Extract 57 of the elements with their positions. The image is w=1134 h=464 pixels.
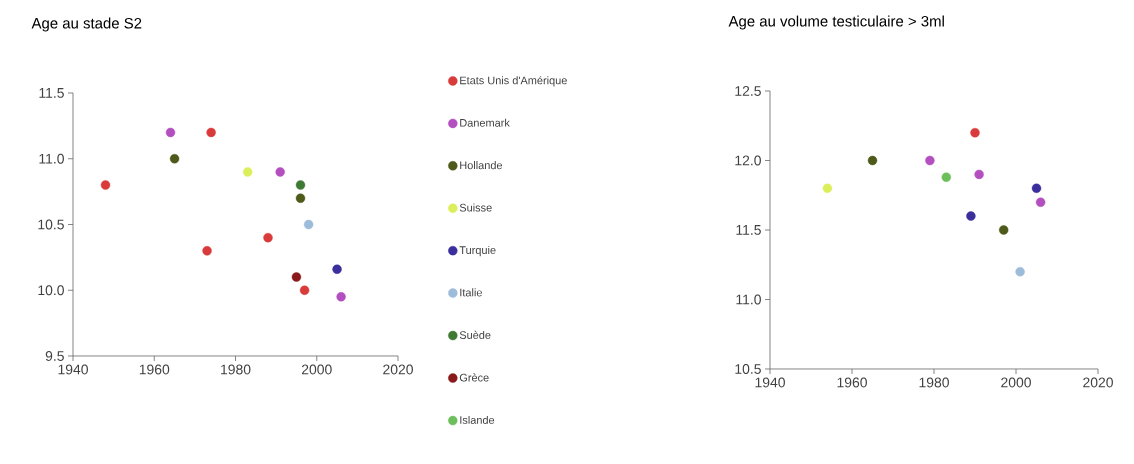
x-tick-label: 1940 — [58, 364, 88, 375]
point — [332, 264, 342, 274]
point — [1031, 183, 1042, 193]
point — [295, 193, 306, 203]
legend-label: Turquie — [459, 245, 496, 257]
point — [822, 183, 833, 193]
y-tick-label: 11.5 — [736, 225, 761, 235]
y-tick-label: 11.0 — [736, 294, 761, 305]
point — [165, 127, 176, 138]
point — [275, 167, 285, 177]
x-tick-label: 2000 — [301, 364, 332, 375]
point — [999, 225, 1009, 235]
y-tick-label: 10.0 — [38, 285, 64, 296]
x-tick-label: 1980 — [221, 364, 251, 375]
point — [970, 127, 980, 138]
x-tick-label: 1960 — [139, 364, 170, 375]
y-tick-label: 11.0 — [39, 153, 64, 164]
point — [169, 154, 180, 164]
point — [100, 180, 111, 190]
chart-title: Age au volume testiculaire > 3ml — [728, 15, 944, 30]
x-tick-label: 2020 — [1083, 377, 1113, 388]
y-tick-label: 12.0 — [735, 155, 761, 166]
point — [303, 219, 314, 230]
x-tick-label: 1960 — [837, 377, 867, 388]
y-tick-label: 10.5 — [38, 219, 64, 230]
point — [941, 172, 952, 182]
point — [1035, 197, 1046, 207]
point — [242, 167, 253, 177]
x-tick-label: 1980 — [919, 377, 949, 388]
legend-label: Grèce — [459, 373, 489, 382]
point — [206, 127, 216, 138]
legend-label: Islande — [460, 415, 495, 424]
point — [867, 155, 878, 166]
point — [966, 211, 976, 221]
y-tick-label: 12.5 — [735, 86, 761, 96]
legend-label: Suisse — [459, 203, 492, 212]
point — [974, 169, 984, 180]
point — [925, 155, 935, 166]
point — [299, 285, 310, 295]
legend-label: Hollande — [460, 161, 503, 170]
point — [263, 232, 273, 243]
y-tick-label: 10.5 — [735, 364, 761, 374]
point — [291, 272, 302, 282]
x-tick-label: 2000 — [1001, 377, 1031, 388]
chart-title: Age au stade S2 — [31, 17, 142, 32]
legend-label: Suède — [459, 330, 491, 339]
y-tick-label: 11.5 — [39, 88, 64, 98]
point — [336, 292, 346, 302]
legend-label: Italie — [460, 288, 482, 297]
point — [202, 246, 212, 256]
point — [1015, 266, 1025, 277]
legend-label: Etats Unis d'Amérique — [460, 76, 567, 87]
legend-label: Danemark — [460, 118, 510, 127]
point — [295, 180, 306, 190]
x-tick-label: 1940 — [755, 377, 785, 388]
x-tick-label: 2020 — [383, 364, 413, 375]
y-tick-label: 9.5 — [45, 351, 64, 361]
